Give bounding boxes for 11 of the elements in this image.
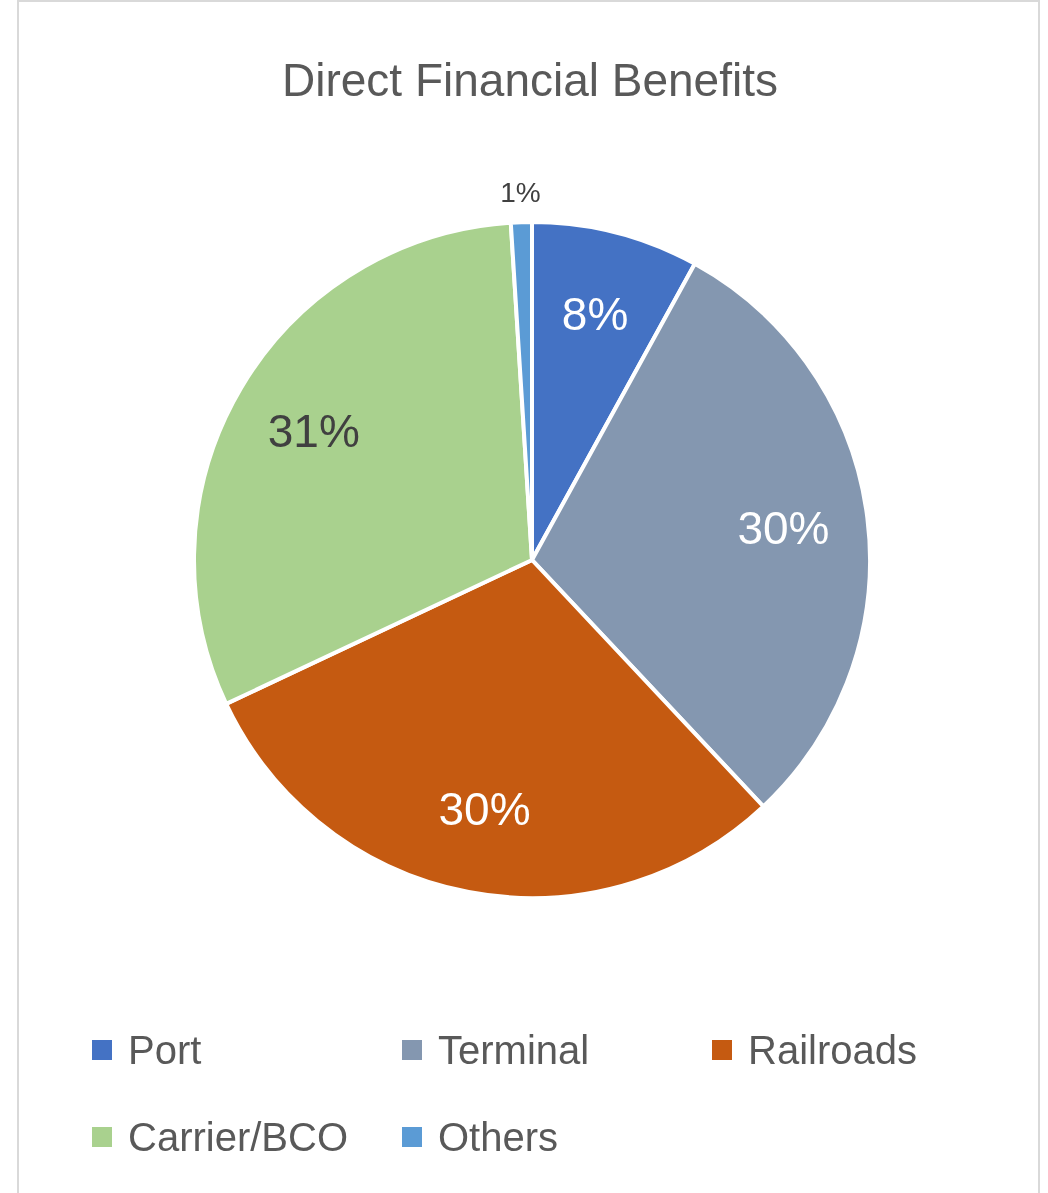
- data-label: 30%: [737, 502, 830, 555]
- legend-label: Port: [128, 1028, 202, 1072]
- data-label: 8%: [561, 288, 629, 341]
- chart-title: Direct Financial Benefits: [282, 54, 778, 106]
- legend-label: Terminal: [438, 1028, 590, 1072]
- legend-label: Railroads: [748, 1028, 917, 1072]
- legend-label: Carrier/BCO: [128, 1115, 349, 1159]
- data-label: 1%: [500, 176, 541, 208]
- legend-label: Others: [438, 1115, 559, 1159]
- data-label: 31%: [267, 404, 360, 457]
- data-label: 30%: [438, 783, 531, 836]
